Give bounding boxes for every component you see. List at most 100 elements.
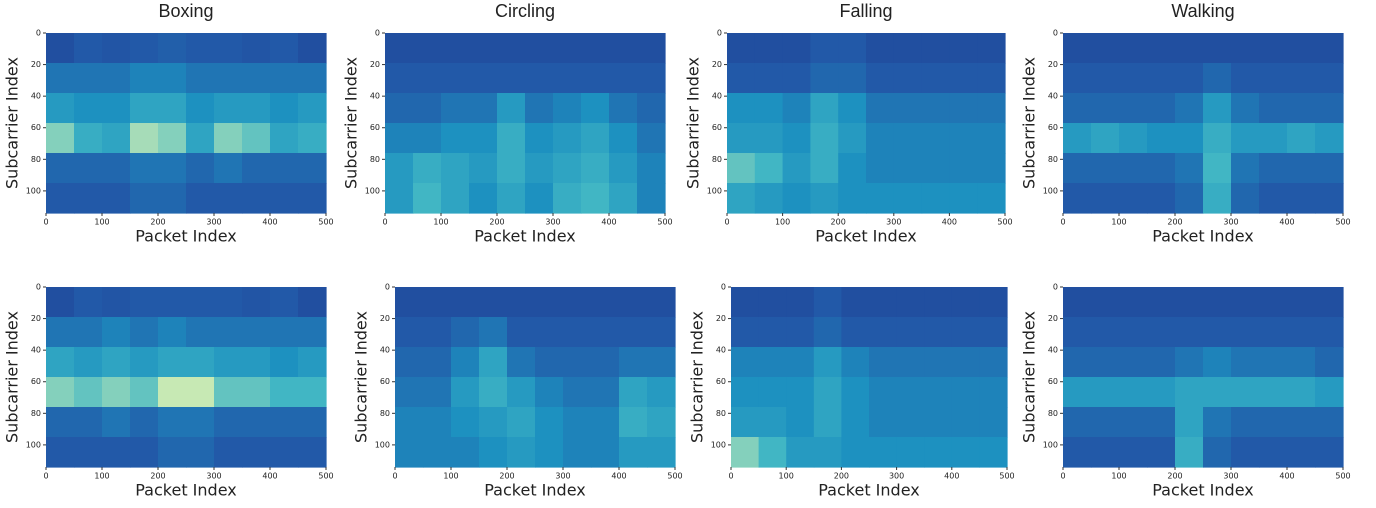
heatmap-cell bbox=[497, 63, 526, 94]
heatmap-cell bbox=[497, 123, 526, 154]
heatmap-cell bbox=[727, 63, 756, 94]
heatmap-cell bbox=[1091, 183, 1120, 214]
heatmap-cell bbox=[497, 183, 526, 214]
heatmap-cell bbox=[186, 93, 215, 124]
heatmap-panel: 0 100 200 300 400 500 0 20 40 60 80 100 Packet Index… bbox=[684, 1, 1013, 246]
x-axis-label: Packet Index bbox=[818, 481, 919, 500]
heatmap-cell bbox=[525, 123, 554, 154]
heatmap-cell bbox=[1091, 437, 1120, 468]
heatmap-cell bbox=[563, 287, 592, 318]
heatmap-cell bbox=[1175, 377, 1204, 408]
heatmap-cell bbox=[813, 317, 842, 348]
heatmap-cell bbox=[979, 287, 1008, 318]
x-tick-label: 100 bbox=[94, 472, 109, 481]
heatmap-cell bbox=[298, 287, 327, 318]
heatmap-cell bbox=[1147, 93, 1176, 124]
heatmap-cell bbox=[270, 33, 299, 64]
x-tick-label: 200 bbox=[1167, 472, 1182, 481]
x-tick-label: 400 bbox=[601, 218, 616, 227]
heatmap-cell bbox=[921, 153, 950, 184]
heatmap-cell bbox=[949, 123, 978, 154]
heatmap-cell bbox=[186, 63, 215, 94]
heatmap-cell bbox=[479, 377, 508, 408]
heatmap-cell bbox=[810, 93, 839, 124]
heatmap-cell bbox=[130, 63, 159, 94]
heatmap-cell bbox=[782, 153, 811, 184]
heatmap-cell bbox=[1315, 377, 1344, 408]
heatmap-panel: 0 100 200 300 400 500 0 20 40 60 80 100 Packet Index… bbox=[1020, 1, 1351, 246]
heatmap-cell bbox=[1063, 183, 1092, 214]
heatmap-cell bbox=[102, 287, 131, 318]
y-tick-label: 80 bbox=[716, 409, 726, 418]
heatmap-cell bbox=[1119, 287, 1148, 318]
heatmap-cell bbox=[1091, 317, 1120, 348]
heatmap-cell bbox=[1147, 33, 1176, 64]
heatmap-cell bbox=[924, 407, 953, 438]
y-tick-label: 0 bbox=[721, 283, 726, 292]
heatmap-cell bbox=[869, 437, 898, 468]
heatmap-cell bbox=[1091, 123, 1120, 154]
heatmap-cell bbox=[451, 407, 480, 438]
y-tick-label: 60 bbox=[31, 123, 41, 132]
heatmap-cell bbox=[507, 377, 536, 408]
heatmap-cell bbox=[1147, 407, 1176, 438]
heatmap-cell bbox=[186, 287, 215, 318]
heatmap-cell bbox=[609, 183, 638, 214]
heatmap-cell bbox=[1287, 153, 1316, 184]
heatmap-cell bbox=[298, 347, 327, 378]
heatmap-cell bbox=[866, 63, 895, 94]
heatmap-cell bbox=[1287, 93, 1316, 124]
heatmap-cell bbox=[385, 153, 414, 184]
heatmap-cell bbox=[1063, 153, 1092, 184]
heatmap-cell bbox=[754, 33, 784, 64]
y-tick-label: 0 bbox=[36, 29, 41, 38]
y-tick-label: 20 bbox=[31, 314, 41, 323]
heatmap-cell bbox=[731, 347, 760, 378]
heatmap-cell bbox=[186, 437, 215, 468]
heatmap-cell bbox=[423, 317, 452, 348]
y-axis-label: Subcarrier Index bbox=[342, 57, 361, 189]
heatmap-cell bbox=[46, 33, 75, 64]
y-tick-label: 40 bbox=[31, 92, 41, 101]
heatmap-cell bbox=[754, 183, 784, 214]
x-tick-label: 300 bbox=[889, 472, 904, 481]
heatmap-cell bbox=[1063, 287, 1092, 318]
y-tick-label: 100 bbox=[1043, 440, 1058, 449]
heatmap-cell bbox=[525, 183, 554, 214]
heatmap-cell bbox=[74, 347, 103, 378]
heatmap-cell bbox=[270, 123, 299, 154]
heatmap-cell bbox=[186, 183, 215, 214]
heatmap-cell bbox=[838, 183, 867, 214]
heatmap-cell bbox=[754, 153, 784, 184]
x-tick-label: 100 bbox=[94, 218, 109, 227]
heatmap-cell bbox=[441, 123, 470, 154]
heatmap-cell bbox=[298, 377, 327, 408]
heatmap-cell bbox=[385, 63, 414, 94]
heatmap-cell bbox=[1259, 317, 1288, 348]
heatmap-cell bbox=[46, 437, 75, 468]
y-tick-label: 80 bbox=[31, 409, 41, 418]
x-tick-label: 500 bbox=[657, 218, 672, 227]
y-tick-label: 60 bbox=[31, 377, 41, 386]
heatmap-cell bbox=[786, 437, 815, 468]
x-tick-label: 0 bbox=[1060, 472, 1065, 481]
heatmap-cell bbox=[637, 123, 666, 154]
heatmap-cell bbox=[46, 123, 75, 154]
heatmap-cell bbox=[130, 123, 159, 154]
heatmap-cell bbox=[979, 317, 1008, 348]
heatmap-cell bbox=[782, 183, 811, 214]
heatmap-cell bbox=[214, 153, 243, 184]
heatmap-cell bbox=[949, 153, 978, 184]
heatmap-cell bbox=[758, 317, 787, 348]
x-tick-label: 200 bbox=[834, 472, 849, 481]
heatmap-cell bbox=[563, 437, 592, 468]
heatmap-cell bbox=[609, 63, 638, 94]
heatmap-cell bbox=[214, 183, 243, 214]
heatmap-cell bbox=[1231, 123, 1260, 154]
heatmap-cell bbox=[413, 93, 442, 124]
heatmap-cell bbox=[186, 123, 215, 154]
heatmap-cell bbox=[130, 437, 159, 468]
heatmap-cell bbox=[869, 377, 898, 408]
heatmap-cell bbox=[270, 63, 299, 94]
heatmap-cell bbox=[1203, 153, 1232, 184]
